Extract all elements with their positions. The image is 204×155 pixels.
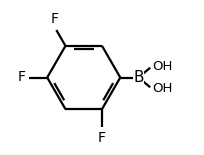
Text: B: B bbox=[133, 70, 144, 85]
Text: F: F bbox=[17, 71, 25, 84]
Text: OH: OH bbox=[152, 60, 172, 73]
Text: F: F bbox=[98, 131, 106, 145]
Text: F: F bbox=[51, 12, 59, 26]
Text: OH: OH bbox=[152, 82, 172, 95]
